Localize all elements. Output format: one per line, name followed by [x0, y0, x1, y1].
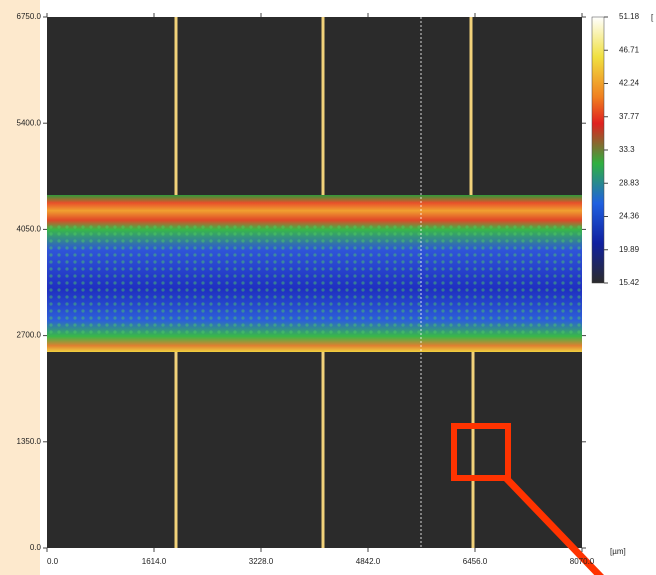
x-tick-label: 1614.0: [142, 557, 167, 566]
x-tick-label: 6456.0: [463, 557, 488, 566]
colorbar-tick-label: 46.71: [619, 45, 640, 54]
y-tick-label: 0.0: [30, 543, 42, 552]
highlight-pointer: [502, 474, 604, 575]
colorbar-tick-label: 24.36: [619, 212, 640, 221]
colorbar-tick-label: 19.89: [619, 245, 640, 254]
x-unit: [µm]: [610, 547, 626, 556]
x-tick-label: 3228.0: [249, 557, 274, 566]
colorbar-tick-label: 28.83: [619, 178, 640, 187]
y-tick-label: 4050.0: [17, 225, 42, 234]
scan-lines: [174, 17, 475, 548]
colorbar-unit: [: [651, 13, 654, 22]
x-tick-label: 0.0: [47, 557, 59, 566]
y-tick-label: 1350.0: [17, 437, 42, 446]
colorbar-tick-label: 42.24: [619, 79, 640, 88]
x-tick-label: 8070.0: [570, 557, 595, 566]
y-tick-label: 5400.0: [17, 118, 42, 127]
colorbar-tick-label: 15.42: [619, 278, 640, 287]
y-tick-label: 2700.0: [17, 331, 42, 340]
colorbar-tick-label: 51.18: [619, 12, 640, 21]
x-tick-label: 4842.0: [356, 557, 381, 566]
colorbar-tick-label: 37.77: [619, 112, 640, 121]
colorbar: [591, 16, 605, 284]
colorbar-tick-label: 33.3: [619, 145, 635, 154]
scan-texture: [47, 225, 582, 335]
y-tick-label: 6750.0: [17, 12, 42, 21]
highlight-box: [451, 423, 511, 481]
